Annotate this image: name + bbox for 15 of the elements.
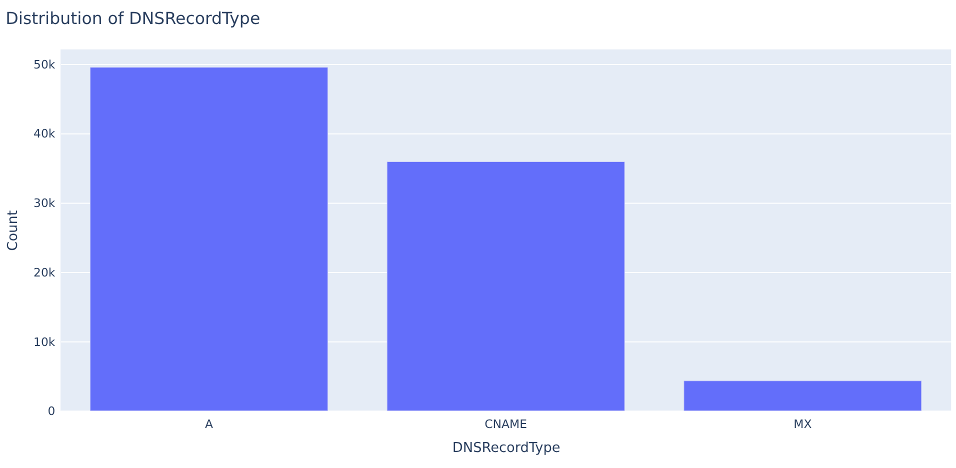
x-tick-label: CNAME — [484, 416, 528, 431]
x-tick-label: MX — [794, 416, 812, 431]
bar — [90, 67, 328, 411]
y-tick-label: 40k — [34, 126, 56, 141]
y-tick-label: 50k — [34, 57, 56, 72]
x-axis-title: DNSRecordType — [452, 440, 560, 456]
x-tick-label: A — [204, 416, 213, 431]
chart-title: Distribution of DNSRecordType — [6, 9, 260, 28]
y-tick-label: 20k — [34, 265, 56, 280]
y-tick-label: 0 — [48, 404, 56, 418]
bar — [386, 162, 625, 411]
bar — [684, 380, 922, 411]
y-tick-label: 10k — [34, 334, 56, 349]
y-axis-title: Count — [4, 210, 21, 251]
y-tick-label: 30k — [34, 196, 56, 210]
